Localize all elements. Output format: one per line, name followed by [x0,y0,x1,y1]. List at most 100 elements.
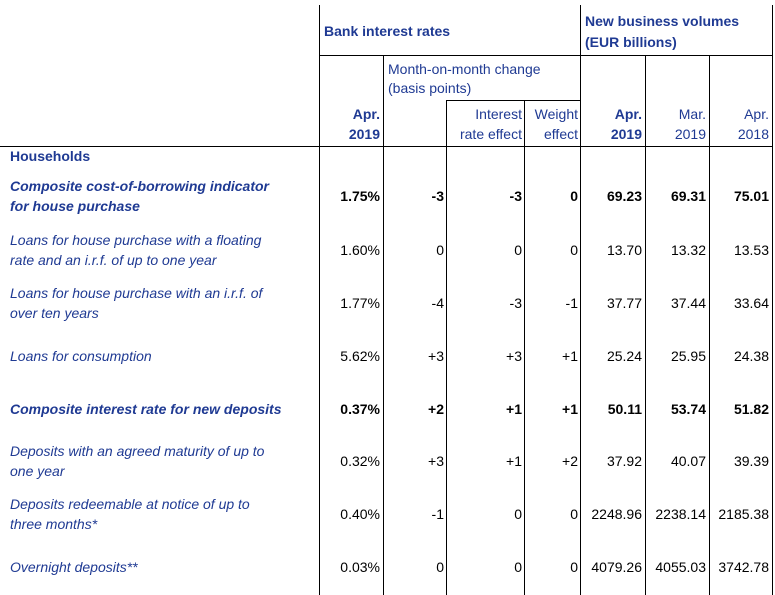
row-label-line1: Composite cost-of-borrowing indicator [10,178,269,194]
cell-ire: 0 [514,559,522,575]
cell-v1: 37.77 [606,295,642,311]
cell-v2: 69.31 [670,188,706,204]
cell-rate: 0.37% [340,401,380,417]
rule-v-rate [383,56,384,595]
header-ire-l2: rate effect [459,126,522,142]
section-households: Households [10,148,91,164]
row-label-line2: for house purchase [10,198,140,214]
cell-ire: -3 [509,188,522,204]
rule-v-ire [446,101,447,595]
header-v2-month: Mar. [678,106,706,122]
cell-v2: 37.44 [670,295,706,311]
rule-v-v2 [645,56,646,595]
cell-v3: 3742.78 [718,559,769,575]
header-bank-rates: Bank interest rates [324,23,451,39]
cell-we: 0 [570,559,578,575]
cell-rate: 0.03% [340,559,380,575]
cell-ire: +3 [506,348,522,364]
cell-we: 0 [570,506,578,522]
row-label-line1: Loans for house purchase with a floating [10,232,262,248]
cell-v2: 53.74 [670,401,706,417]
rule-h-mom [446,100,580,101]
cell-rate: 1.60% [340,242,380,258]
rule-v-vol [580,5,581,595]
cell-ire: +1 [506,453,522,469]
cell-ire: 0 [514,242,522,258]
cell-v3: 24.38 [733,348,769,364]
row-label: Overnight deposits** [10,557,310,577]
cell-we: +1 [562,348,578,364]
cell-mom: 0 [436,559,444,575]
cell-v1: 69.23 [606,188,642,204]
cell-mom: +3 [428,348,444,364]
row-label: Deposits redeemable at notice of up to th… [10,494,310,534]
cell-v3: 51.82 [733,401,769,417]
row-label: Composite cost-of-borrowing indicator for… [10,176,310,216]
cell-v2: 13.32 [670,242,706,258]
header-we-l2: effect [544,126,578,142]
header-v1-month: Apr. [614,106,642,122]
cell-v1: 50.11 [607,401,642,417]
cell-ire: 0 [514,506,522,522]
cell-v1: 25.24 [606,348,642,364]
cell-mom: -3 [431,188,444,204]
cell-v3: 39.39 [733,453,769,469]
cell-we: +2 [562,453,578,469]
cell-v2: 4055.03 [655,559,706,575]
row-label: Loans for consumption [10,346,310,366]
cell-v3: 75.01 [733,188,769,204]
cell-mom: -4 [431,295,444,311]
cell-rate: 0.40% [340,506,380,522]
rule-h-group [319,55,773,56]
cell-v3: 2185.38 [718,506,769,522]
header-mom: Month-on-month change [388,61,541,77]
cell-v2: 25.95 [670,348,706,364]
cell-v2: 40.07 [670,453,706,469]
cell-we: 0 [570,242,578,258]
rule-h-header [0,146,773,147]
rule-v-label [319,5,320,595]
row-label-line1: Composite interest rate for new deposits [10,401,282,417]
row-label-line2: one year [10,463,65,479]
cell-v1: 13.70 [606,242,642,258]
row-label-line1: Overnight deposits** [10,559,138,575]
cell-mom: +2 [428,401,444,417]
cell-we: +1 [562,401,578,417]
cell-rate: 1.77% [340,295,380,311]
row-label: Composite interest rate for new deposits [10,399,310,419]
row-label: Loans for house purchase with an i.r.f. … [10,283,310,323]
cell-ire: +1 [506,401,522,417]
header-rate-month: Apr. [352,106,380,122]
cell-mom: -1 [431,506,444,522]
row-label-line1: Loans for house purchase with an i.r.f. … [10,285,263,301]
header-mom-unit: (basis points) [388,80,472,96]
row-label-line1: Deposits with an agreed maturity of up t… [10,443,265,459]
cell-v1: 4079.26 [591,559,642,575]
row-label-line2: rate and an i.r.f. of up to one year [10,252,217,268]
row-label-line2: three months* [10,516,98,532]
header-v3-year: 2018 [737,126,769,142]
rule-v-right [772,5,773,595]
cell-rate: 0.32% [340,453,380,469]
row-label: Deposits with an agreed maturity of up t… [10,441,310,481]
cell-v1: 2248.96 [591,506,642,522]
header-new-business: New business volumes [585,13,740,29]
row-label-line1: Deposits redeemable at notice of up to [10,496,250,512]
cell-v3: 13.53 [733,242,769,258]
row-label: Loans for house purchase with a floating… [10,230,310,270]
rule-v-we [524,101,525,595]
header-rate-year: 2019 [348,126,380,142]
cell-we: 0 [570,188,578,204]
header-new-business-unit: (EUR billions) [585,34,677,50]
cell-v3: 33.64 [733,295,769,311]
cell-rate: 5.62% [340,348,380,364]
cell-rate: 1.75% [340,188,380,204]
cell-ire: -3 [509,295,522,311]
rule-v-v3 [709,56,710,595]
row-label-line2: over ten years [10,305,99,321]
header-v2-year: 2019 [674,126,706,142]
cell-mom: 0 [436,242,444,258]
header-v1-year: 2019 [610,126,642,142]
header-v3-month: Apr. [744,106,769,122]
cell-v1: 37.92 [606,453,642,469]
